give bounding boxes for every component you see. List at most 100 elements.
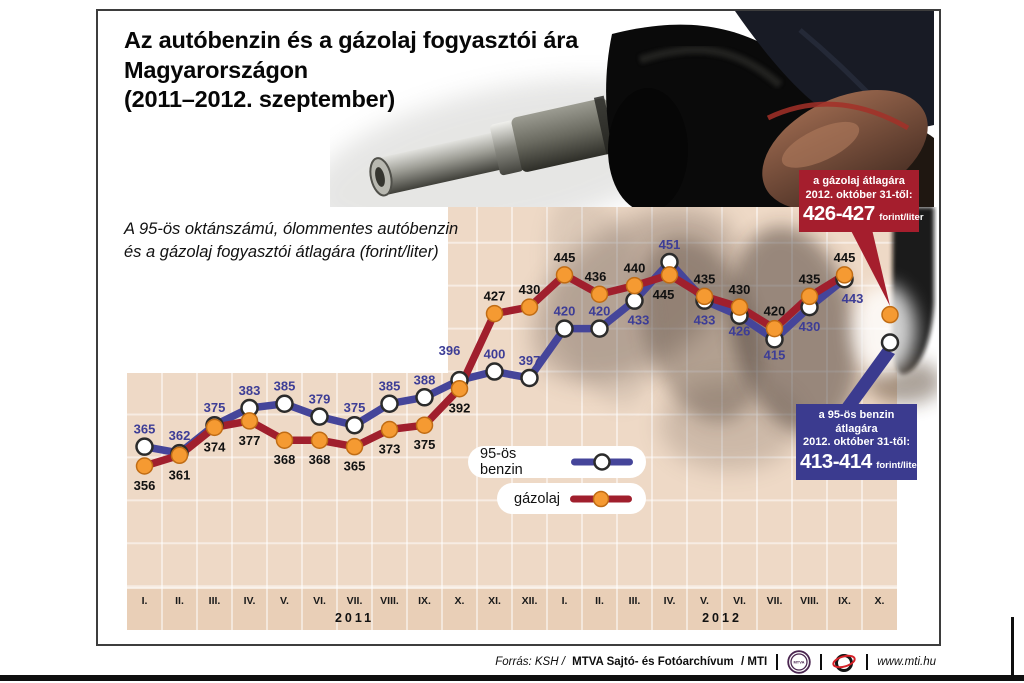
svg-text:III.: III. — [209, 595, 221, 607]
svg-text:X.: X. — [875, 595, 885, 607]
diesel-callout-line2: 2012. október 31-től: — [805, 188, 913, 201]
svg-text:443: 443 — [842, 291, 864, 306]
svg-text:430: 430 — [799, 319, 821, 334]
svg-text:365: 365 — [344, 459, 366, 474]
svg-text:392: 392 — [449, 401, 471, 416]
svg-text:385: 385 — [379, 379, 401, 394]
svg-text:383: 383 — [239, 383, 261, 398]
svg-text:IV.: IV. — [244, 595, 256, 607]
benzin-callout-unit: forint/liter — [876, 459, 921, 471]
title-line3: (2011–2012. szeptember) — [124, 86, 396, 112]
svg-text:440: 440 — [624, 261, 646, 276]
svg-text:II.: II. — [595, 595, 604, 607]
svg-text:362: 362 — [169, 428, 191, 443]
svg-text:V.: V. — [700, 595, 709, 607]
nozzle-boot — [608, 88, 688, 207]
svg-text:374: 374 — [204, 439, 226, 454]
svg-text:375: 375 — [344, 400, 366, 415]
footer: Forrás: KSH / MTVA Sajtó- és Fotóarchívu… — [495, 650, 936, 674]
svg-text:I.: I. — [142, 595, 148, 607]
svg-text:435: 435 — [694, 271, 716, 286]
source-prefix: Forrás: KSH / — [495, 656, 565, 668]
svg-text:X.: X. — [455, 595, 465, 607]
svg-text:426: 426 — [729, 324, 751, 339]
svg-text:420: 420 — [554, 304, 576, 319]
x-axis: I. II. III. IV. V. VI. VII. VIII. IX. X. XI. XII. I.… — [142, 595, 885, 625]
svg-text:VI.: VI. — [313, 595, 326, 607]
svg-text:385: 385 — [274, 379, 296, 394]
svg-text:I.: I. — [562, 595, 568, 607]
svg-text:427: 427 — [484, 289, 506, 304]
svg-text:388: 388 — [414, 372, 436, 387]
svg-text:III.: III. — [629, 595, 641, 607]
svg-text:356: 356 — [134, 478, 156, 493]
svg-text:377: 377 — [239, 433, 261, 448]
svg-text:445: 445 — [653, 287, 675, 302]
website-url: www.mti.hu — [877, 656, 936, 668]
svg-text:365: 365 — [134, 422, 156, 437]
legend-benzin-label: 95-ös benzin — [480, 446, 523, 478]
callout-pointers — [836, 221, 895, 413]
mtva-logo: MTVA — [787, 650, 811, 674]
svg-text:V.: V. — [280, 595, 289, 607]
svg-text:VIII.: VIII. — [800, 595, 819, 607]
legend-diesel-sample — [570, 490, 632, 507]
svg-text:433: 433 — [694, 313, 716, 328]
benzin-callout-pointer — [836, 348, 895, 413]
legend-benzin-sample — [571, 453, 634, 471]
source-agency: MTVA Sajtó- és Fotóarchívum — [572, 656, 734, 668]
svg-text:445: 445 — [834, 250, 856, 265]
title-line2: Magyarországon — [124, 56, 308, 83]
svg-text:IV.: IV. — [664, 595, 676, 607]
page-title: Az autóbenzin és a gázolaj fogyasztói ár… — [124, 26, 578, 115]
svg-text:XI.: XI. — [488, 595, 501, 607]
october-points-halo — [852, 284, 916, 376]
svg-text:IX.: IX. — [418, 595, 431, 607]
svg-text:451: 451 — [659, 237, 681, 252]
svg-text:436: 436 — [585, 269, 607, 284]
svg-text:XII.: XII. — [522, 595, 538, 607]
svg-text:375: 375 — [204, 400, 226, 415]
subtitle-line2: és a gázolaj fogyasztói átlagára (forint… — [124, 243, 439, 261]
nozzle-spout — [369, 95, 618, 197]
diesel-callout-pointer — [846, 221, 890, 306]
svg-text:430: 430 — [729, 282, 751, 297]
bottom-frame-bar — [0, 675, 1024, 681]
svg-text:400: 400 — [484, 347, 506, 362]
benzin-callout-line1: a 95-ös benzin átlagára — [818, 409, 895, 435]
right-frame-line — [1011, 617, 1014, 676]
diesel-callout-line1: a gázolaj átlagára — [813, 175, 905, 187]
diesel-callout-value: 426-427 — [803, 202, 875, 225]
mtva-logo-text: MTVA — [794, 660, 805, 665]
svg-text:379: 379 — [309, 392, 331, 407]
svg-text:415: 415 — [764, 347, 786, 362]
svg-text:373: 373 — [379, 442, 401, 457]
legend-item-benzin: 95-ös benzin — [468, 446, 646, 478]
svg-text:445: 445 — [554, 250, 576, 265]
svg-text:VI.: VI. — [733, 595, 746, 607]
svg-text:IX.: IX. — [838, 595, 851, 607]
benzin-price-callout: a 95-ös benzin átlagára 2012. október 31… — [796, 404, 921, 480]
legend-item-diesel: gázolaj — [497, 483, 646, 514]
svg-text:II.: II. — [175, 595, 184, 607]
svg-text:375: 375 — [414, 437, 436, 452]
svg-text:2012: 2012 — [702, 611, 742, 625]
benzin-callout-value: 413-414 — [800, 449, 872, 473]
svg-text:VII.: VII. — [767, 595, 783, 607]
diesel-price-callout: a gázolaj átlagára 2012. október 31-től:… — [799, 170, 924, 232]
svg-text:397: 397 — [519, 353, 541, 368]
svg-text:420: 420 — [589, 304, 611, 319]
diesel-callout-unit: forint/liter — [879, 212, 924, 223]
sleeve-trim — [766, 101, 910, 131]
svg-text:2011: 2011 — [335, 611, 374, 625]
title-line1: Az autóbenzin és a gázolaj fogyasztói ár… — [124, 27, 579, 53]
svg-text:368: 368 — [274, 452, 296, 467]
svg-text:420: 420 — [764, 304, 786, 319]
svg-text:361: 361 — [169, 467, 191, 482]
svg-text:433: 433 — [628, 313, 650, 328]
mti-logo — [832, 654, 856, 672]
svg-text:VIII.: VIII. — [380, 595, 399, 607]
benzin-callout-line2: 2012. október 31-től: — [803, 436, 910, 448]
